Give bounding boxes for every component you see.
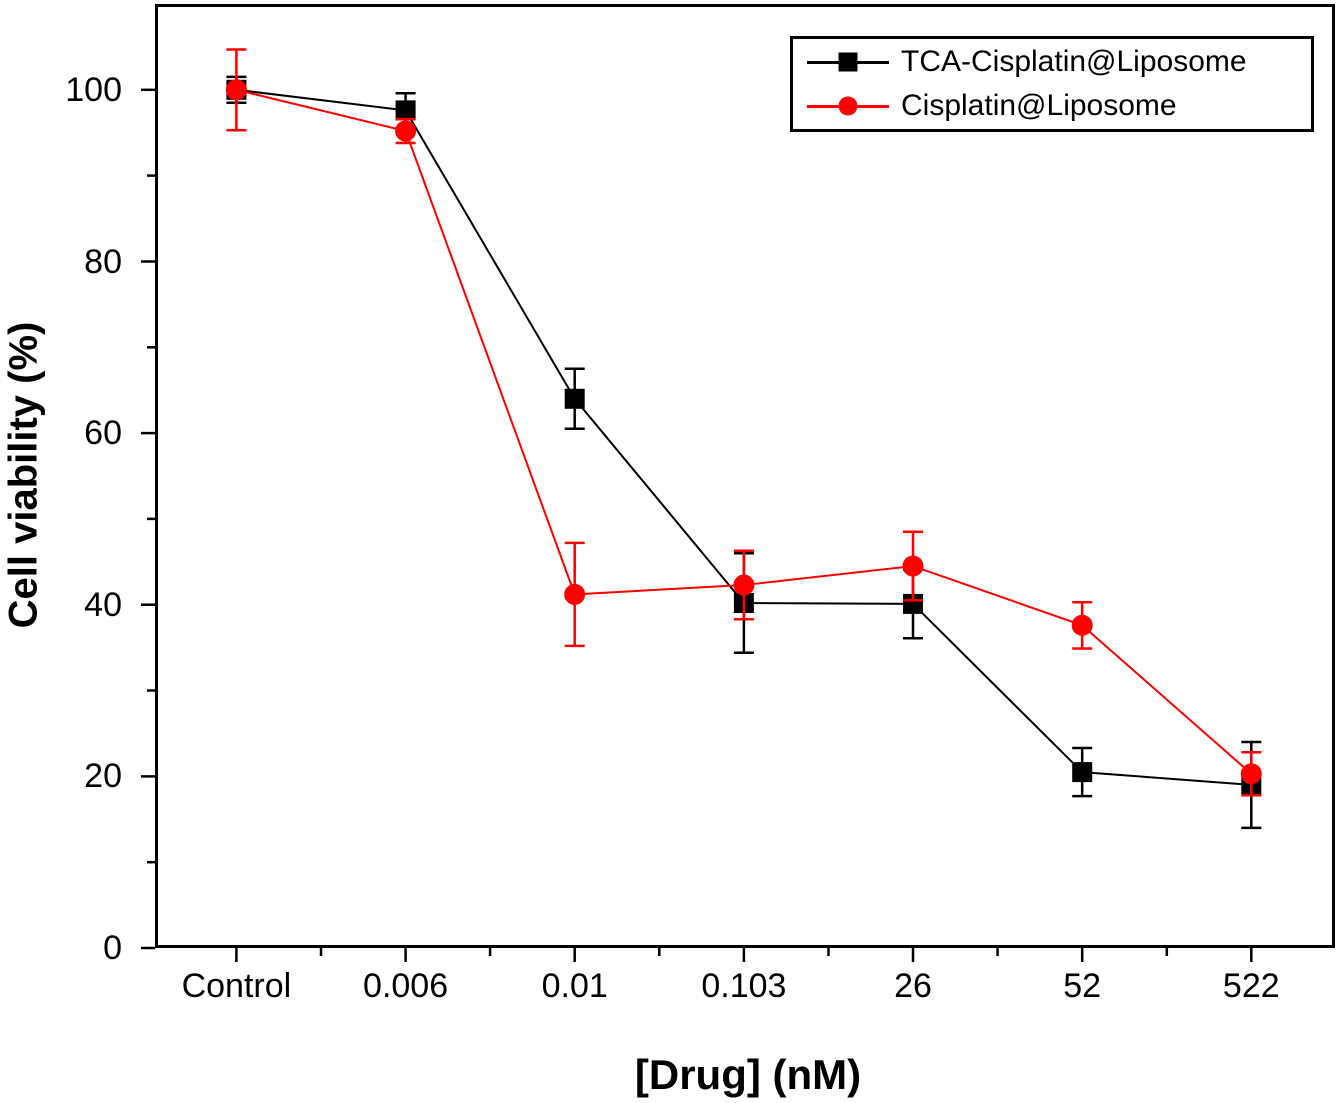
- circle-marker-icon: [1240, 763, 1262, 785]
- circle-marker-icon: [1071, 614, 1093, 636]
- x-tick-label: 26: [894, 967, 932, 1005]
- y-tick-label: 80: [84, 242, 122, 281]
- x-tick-label: 0.01: [541, 967, 608, 1005]
- square-marker-icon: [838, 52, 858, 72]
- x-tick-label: 0.006: [363, 967, 449, 1005]
- circle-marker-icon: [733, 574, 755, 596]
- x-axis-title: [Drug] (nM): [634, 1051, 862, 1098]
- square-marker-icon: [564, 388, 585, 409]
- y-tick-label: 60: [84, 414, 122, 453]
- x-tick-label: 52: [1063, 967, 1102, 1005]
- plot-border: [155, 4, 1335, 948]
- data-line: [236, 88, 1252, 775]
- y-axis-title: Cell viability (%): [1, 321, 46, 629]
- circle-marker-icon: [564, 583, 586, 605]
- legend-item-cisplatin-liposome: Cisplatin@Liposome: [807, 85, 1311, 127]
- y-tick-label: 0: [103, 929, 122, 967]
- x-tick-label: 0.103: [701, 967, 787, 1005]
- series-tca-cisplatin-liposome: [226, 75, 1262, 830]
- square-marker-icon: [903, 593, 923, 614]
- plot-canvas: [141, 4, 1335, 962]
- data-line: [236, 88, 1252, 786]
- square-marker-icon: [395, 100, 416, 121]
- legend-label: Cisplatin@Liposome: [901, 89, 1177, 122]
- series-cisplatin-liposome: [225, 48, 1262, 797]
- legend-sample-line-marker: [807, 94, 889, 118]
- legend-item-tca-cisplatin-liposome: TCA-Cisplatin@Liposome: [807, 41, 1311, 83]
- x-tick-label: Control: [181, 967, 292, 1005]
- x-tick-label: 522: [1222, 967, 1280, 1005]
- y-tick-label: 40: [84, 585, 122, 624]
- y-tick-label: 20: [84, 757, 122, 796]
- legend-sample-line-marker: [807, 50, 889, 74]
- legend: TCA-Cisplatin@Liposome Cisplatin@Liposom…: [790, 36, 1314, 132]
- circle-marker-icon: [902, 555, 924, 577]
- circle-marker-icon: [225, 79, 247, 101]
- y-tick-label: 100: [65, 70, 122, 109]
- circle-marker-icon: [395, 120, 417, 142]
- square-marker-icon: [1072, 762, 1093, 783]
- legend-label: TCA-Cisplatin@Liposome: [901, 45, 1247, 78]
- circle-marker-icon: [838, 96, 858, 116]
